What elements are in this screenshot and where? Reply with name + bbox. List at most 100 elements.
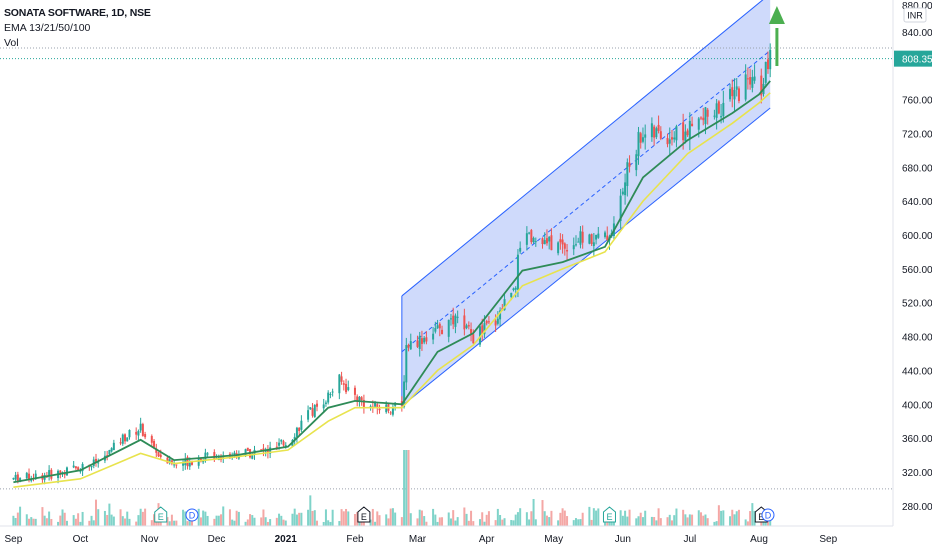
candle-body: [619, 195, 622, 222]
volume-bar: [182, 509, 185, 526]
volume-bar: [557, 520, 560, 526]
symbol-title[interactable]: SONATA SOFTWARE, 1D, NSE: [4, 7, 151, 19]
volume-bar: [307, 509, 310, 526]
candle-body: [749, 77, 752, 85]
candle-body: [94, 458, 97, 463]
volume-bar: [32, 518, 35, 526]
volume-bar: [657, 508, 660, 526]
candle-body: [751, 77, 754, 88]
volume-bar: [293, 508, 296, 526]
volume-bar: [713, 521, 716, 526]
candle-body: [378, 408, 381, 411]
candle-body: [144, 434, 147, 438]
volume-bar: [769, 520, 772, 526]
volume-bar: [199, 517, 202, 526]
volume-bar: [217, 515, 220, 526]
candle-body: [579, 231, 582, 245]
time-axis[interactable]: Sep Oct Nov Dec 2021 Feb Mar Apr May Jun Jul Aug Sep: [0, 525, 932, 550]
volume-bar: [144, 508, 147, 526]
candle-body: [376, 404, 379, 409]
volume-bar: [715, 521, 718, 526]
time-tick-label: Sep: [4, 534, 22, 545]
volume-indicator-label[interactable]: Vol: [4, 37, 19, 49]
dividend-marker[interactable]: D: [761, 508, 775, 522]
volume-bar: [139, 508, 142, 526]
candle-body: [269, 447, 272, 454]
earnings-marker-label: E: [158, 512, 164, 522]
price-tick-label: 480.00: [902, 333, 932, 344]
dividend-marker[interactable]: D: [185, 508, 199, 522]
candle-body: [59, 470, 62, 474]
candle-body: [655, 128, 658, 138]
candle-body: [295, 427, 298, 437]
ema-indicator-label[interactable]: EMA 13/21/50/100: [4, 22, 91, 34]
volume-bar: [141, 511, 144, 526]
volume-bar: [262, 509, 265, 526]
volume-bar: [278, 513, 281, 526]
candle-body: [700, 117, 703, 119]
volume-bar: [682, 509, 685, 526]
candle-body: [418, 335, 421, 349]
earnings-marker[interactable]: E: [154, 506, 168, 523]
candle-body: [324, 402, 327, 404]
candle-body: [322, 404, 325, 409]
volume-bar: [670, 520, 673, 526]
volume-bar: [77, 513, 80, 526]
candle-body: [512, 288, 515, 291]
volume-bar: [63, 512, 66, 526]
candle-body: [684, 131, 687, 142]
channel-lower-line: [401, 107, 771, 407]
price-tick-label: 840.00: [902, 28, 932, 39]
volume-bar: [700, 512, 703, 526]
chart-legend: SONATA SOFTWARE, 1D, NSE EMA 13/21/50/10…: [4, 6, 151, 51]
candle-body: [137, 430, 140, 436]
candle-body: [213, 452, 216, 460]
volume-bar: [753, 510, 756, 526]
price-axis[interactable]: 280.00 320.00 360.00 400.00 440.00 480.00 520.…: [892, 0, 932, 550]
candle-body: [764, 61, 767, 83]
earnings-marker[interactable]: E: [602, 506, 616, 523]
volume-bar: [659, 518, 662, 526]
volume-bar: [514, 514, 517, 526]
volume-bar: [463, 507, 466, 526]
volume-bar: [356, 512, 359, 526]
up-arrow-annotation[interactable]: [768, 6, 785, 66]
candle-body: [766, 59, 769, 70]
volume-bar: [173, 520, 176, 526]
earnings-marker[interactable]: E: [357, 506, 371, 523]
parallel-channel[interactable]: [401, 0, 771, 407]
candle-body: [112, 442, 115, 451]
price-tick-label: 520.00: [902, 299, 932, 310]
volume-bar: [108, 503, 111, 526]
price-tick-label: 560.00: [902, 265, 932, 276]
candle-body: [159, 454, 162, 458]
candle-body: [12, 478, 15, 480]
candle-body: [266, 450, 269, 453]
volume-bar: [34, 518, 37, 526]
horizontal-levels: [0, 47, 893, 490]
volume-bar: [666, 517, 669, 526]
volume-bar: [751, 503, 754, 526]
volume-bar: [280, 515, 283, 526]
candle-body: [316, 403, 319, 407]
volume-bar: [12, 515, 15, 526]
volume-bar: [749, 511, 752, 526]
volume-bar: [371, 508, 374, 526]
dividend-marker-circle: [761, 508, 775, 522]
candle-body: [72, 465, 75, 468]
volume-bar: [561, 508, 564, 526]
volume-bar: [720, 510, 723, 526]
volume-bar: [722, 510, 725, 526]
volume-bar: [579, 519, 582, 526]
volume-bar: [454, 520, 457, 526]
volume-bar: [309, 495, 312, 526]
volume-bar: [635, 518, 638, 526]
candle-body: [472, 334, 475, 344]
price-tick-label: 400.00: [902, 400, 932, 411]
candle-body: [485, 320, 488, 324]
volume-bar: [260, 517, 263, 526]
volume-bar: [126, 511, 129, 526]
volume-bar: [30, 517, 33, 526]
